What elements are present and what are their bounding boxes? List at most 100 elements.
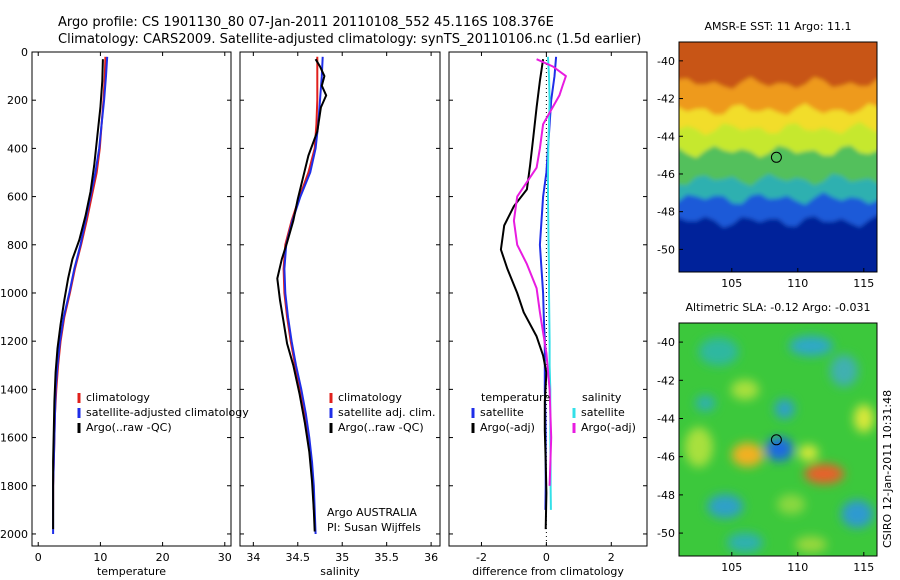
y-tick-label: -44 bbox=[657, 412, 675, 425]
sla-anomaly bbox=[777, 494, 806, 515]
legend-label: Argo(..raw -QC) bbox=[86, 421, 172, 434]
map-title: AMSR-E SST: 11 Argo: 11.1 bbox=[704, 20, 851, 33]
x-axis-label: temperature bbox=[97, 565, 166, 578]
x-axis-label: salinity bbox=[320, 565, 360, 578]
y-tick-label: -50 bbox=[657, 243, 675, 256]
argo-location-marker bbox=[770, 151, 782, 163]
legend-label: salinity bbox=[582, 391, 622, 404]
plot-frame bbox=[239, 51, 441, 547]
x-tick-label: 30 bbox=[218, 551, 232, 564]
map-frame bbox=[678, 322, 878, 557]
y-tick-label: 1000 bbox=[0, 287, 28, 300]
x-tick-label: 20 bbox=[156, 551, 170, 564]
sla-anomaly bbox=[727, 532, 763, 553]
sst-band bbox=[679, 215, 877, 272]
y-tick-label: -46 bbox=[657, 451, 675, 464]
y-tick-label: 1400 bbox=[0, 383, 28, 396]
series-line-argo_salinity_diff bbox=[512, 58, 567, 486]
y-tick-label: 800 bbox=[7, 239, 28, 252]
sla-anomaly bbox=[795, 536, 827, 553]
y-tick-label: -50 bbox=[657, 527, 675, 540]
series-line-climatology bbox=[282, 56, 319, 510]
y-tick-label: 1200 bbox=[0, 335, 28, 348]
attribution-line1: Argo AUSTRALIA bbox=[327, 506, 417, 519]
x-tick-label: 105 bbox=[721, 561, 742, 574]
sla-anomaly bbox=[731, 379, 759, 400]
sla-anomaly bbox=[774, 398, 795, 419]
y-tick-label: -40 bbox=[657, 336, 675, 349]
map-image bbox=[679, 323, 877, 556]
profile-panel-salinity-profile: 34 34.5 35 35.5 36 salinity climatology satelli… bbox=[239, 51, 441, 578]
sst-band bbox=[679, 121, 877, 160]
y-tick-label: -44 bbox=[657, 130, 675, 143]
series-line-argo bbox=[52, 59, 104, 530]
sla-anomaly bbox=[841, 500, 874, 528]
y-tick-label: -48 bbox=[657, 206, 675, 219]
profile-panels: 0 10 20 30020040060080010001200140016001800… bbox=[0, 46, 648, 578]
legend-label: satellite bbox=[581, 406, 625, 419]
y-tick-label: 0 bbox=[21, 46, 28, 59]
sst-field bbox=[679, 42, 877, 272]
legend-label: climatology bbox=[338, 391, 402, 404]
sla-anomaly bbox=[731, 442, 764, 467]
map-panel-amsr-sst-map: AMSR-E SST: 11 Argo: 11.1 105 110 115 -40 -42… bbox=[657, 20, 878, 290]
x-tick-label: 115 bbox=[853, 277, 874, 290]
sla-anomaly bbox=[798, 444, 819, 461]
x-tick-label: 35 bbox=[335, 551, 349, 564]
series-line-argo bbox=[276, 58, 328, 532]
sla-anomaly bbox=[765, 437, 794, 461]
sla-anomaly bbox=[707, 494, 744, 519]
sla-anomaly bbox=[698, 337, 739, 366]
x-tick-label: 10 bbox=[93, 551, 107, 564]
x-tick-label: 35.5 bbox=[374, 551, 399, 564]
x-tick-label: 110 bbox=[787, 561, 808, 574]
figure-title-line2: Climatology: CARS2009. Satellite-adjuste… bbox=[58, 32, 641, 47]
sst-band bbox=[679, 145, 877, 188]
x-tick-label: 34.5 bbox=[286, 551, 311, 564]
y-tick-label: 400 bbox=[7, 142, 28, 155]
y-tick-label: -48 bbox=[657, 489, 675, 502]
map-panels: AMSR-E SST: 11 Argo: 11.1 105 110 115 -40 -42… bbox=[657, 20, 878, 574]
y-tick-label: 2000 bbox=[0, 528, 28, 541]
sst-band bbox=[679, 192, 877, 230]
y-tick-label: -42 bbox=[657, 93, 675, 106]
attribution-line2: PI: Susan Wijffels bbox=[327, 521, 421, 534]
legend-label: climatology bbox=[86, 391, 150, 404]
x-axis-label: difference from climatology bbox=[472, 565, 624, 578]
legend-label: satellite bbox=[480, 406, 524, 419]
x-tick-label: 36 bbox=[424, 551, 438, 564]
x-tick-label: 115 bbox=[853, 561, 874, 574]
y-tick-label: -40 bbox=[657, 55, 675, 68]
side-timestamp-label: CSIRO 12-Jan-2011 10:31:48 bbox=[881, 390, 894, 548]
legend-label: temperature bbox=[481, 391, 550, 404]
y-tick-label: 1800 bbox=[0, 480, 28, 493]
sla-anomaly bbox=[804, 463, 845, 484]
legend-label: Argo(-adj) bbox=[480, 421, 535, 434]
y-tick-label: 600 bbox=[7, 191, 28, 204]
y-tick-label: 200 bbox=[7, 94, 28, 107]
plot-frame bbox=[31, 51, 232, 547]
x-tick-label: 0 bbox=[543, 551, 550, 564]
y-tick-label: -46 bbox=[657, 168, 675, 181]
x-tick-label: 105 bbox=[721, 277, 742, 290]
legend-label: satellite adj. clim. bbox=[338, 406, 435, 419]
x-tick-label: 34 bbox=[246, 551, 260, 564]
map-panel-altimetric-sla-map: Altimetric SLA: -0.12 Argo: -0.031 105 110… bbox=[657, 301, 878, 574]
sla-anomaly bbox=[853, 404, 874, 433]
sla-anomaly bbox=[684, 427, 713, 468]
sla-anomaly bbox=[830, 354, 858, 387]
y-tick-label: 1600 bbox=[0, 432, 28, 445]
argo-location-marker bbox=[770, 434, 782, 446]
x-tick-label: 2 bbox=[608, 551, 615, 564]
legend-label: satellite-adjusted climatology bbox=[86, 406, 249, 419]
legend-label: Argo(..raw -QC) bbox=[338, 421, 424, 434]
sst-band bbox=[679, 42, 877, 92]
y-tick-label: -42 bbox=[657, 374, 675, 387]
x-tick-label: 0 bbox=[35, 551, 42, 564]
x-tick-label: -2 bbox=[476, 551, 487, 564]
map-title: Altimetric SLA: -0.12 Argo: -0.031 bbox=[686, 301, 871, 314]
sla-anomaly bbox=[789, 335, 833, 356]
map-frame bbox=[678, 41, 878, 273]
